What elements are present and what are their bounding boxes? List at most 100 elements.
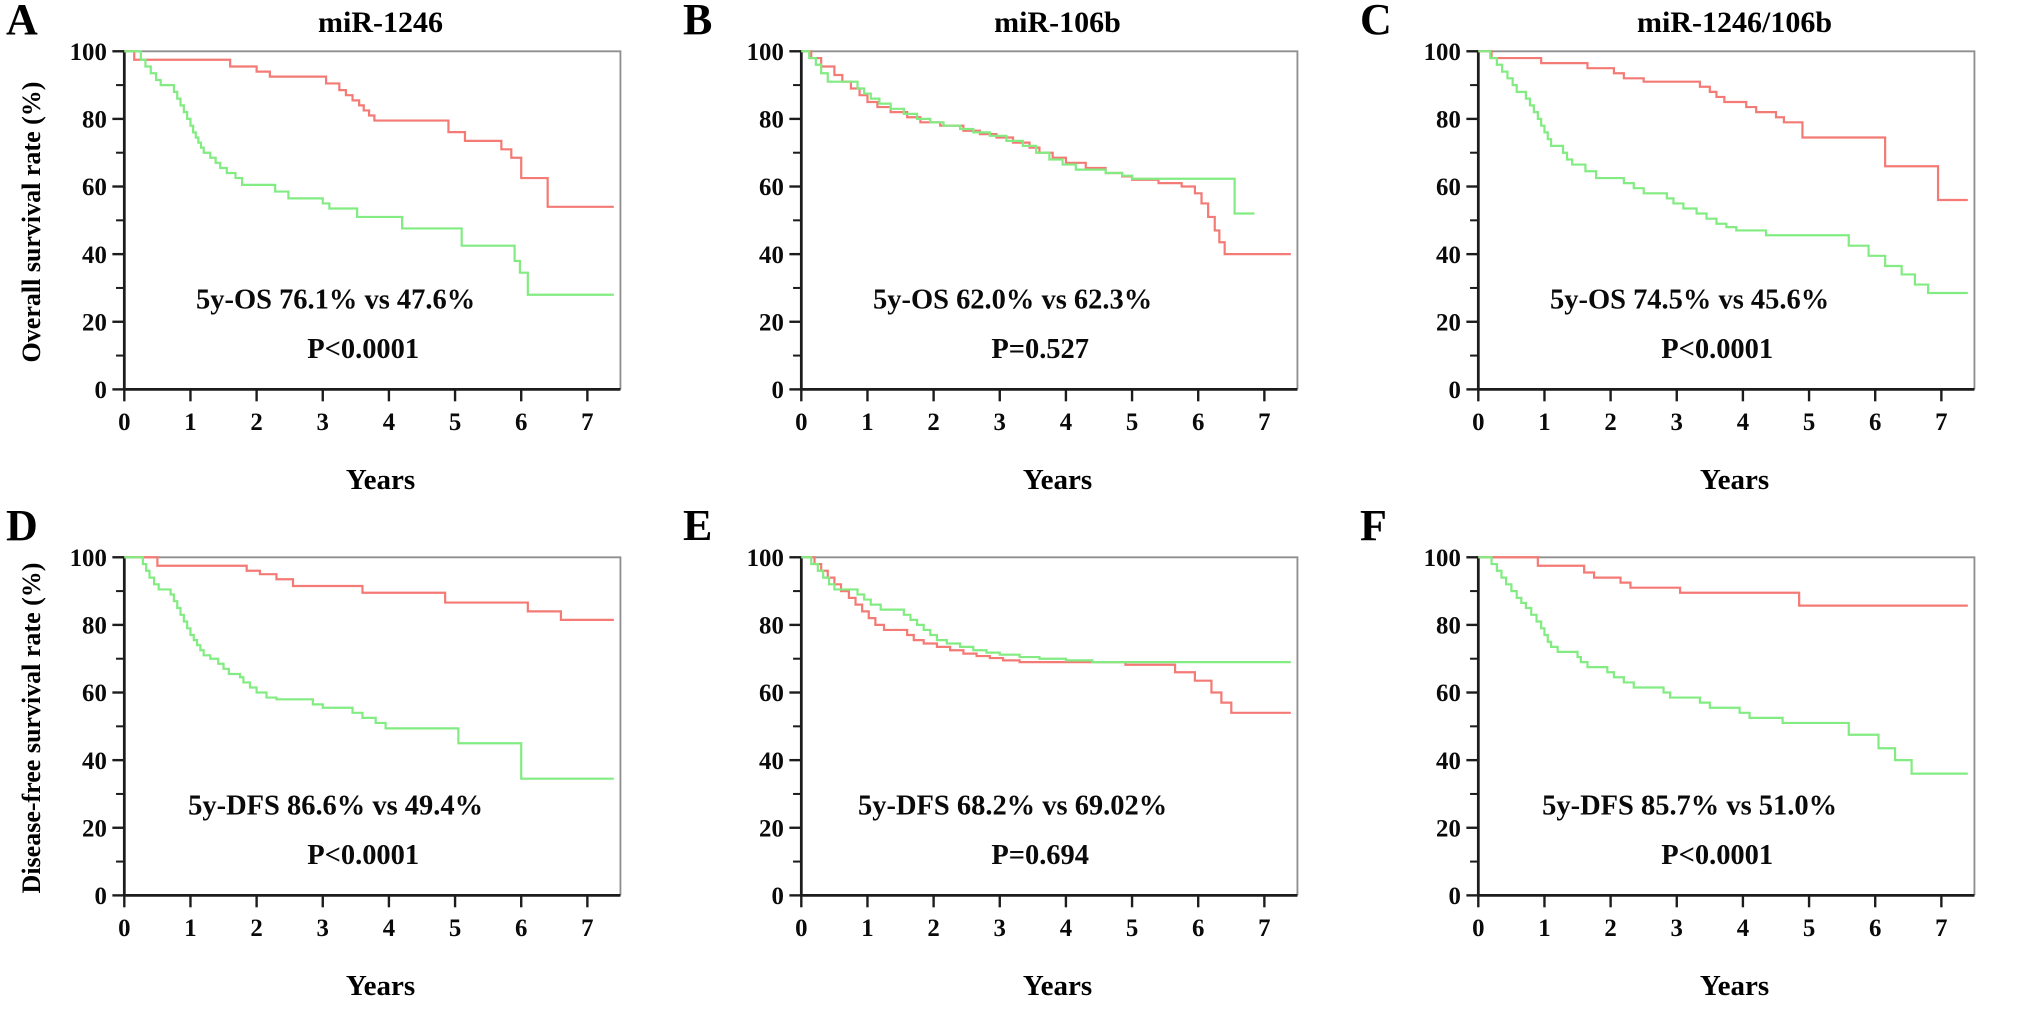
x-tick-label: 6 (1869, 409, 1881, 436)
annotation-line1: 5y-DFS 85.7% vs 51.0% (1542, 790, 1837, 821)
x-tick-label: 4 (1737, 409, 1749, 436)
panel-e: E 0 20 40 60 80 100 0 1 2 3 4 5 6 7 5y-DFS 68.2% vs 6… (677, 503, 1354, 1011)
x-tick-label: 6 (515, 914, 527, 941)
annotation-line2: P=0.527 (991, 334, 1089, 365)
y-tick-label: 0 (1448, 883, 1460, 910)
x-tick-label: 6 (1192, 914, 1204, 941)
y-tick-label: 100 (1424, 42, 1461, 66)
plot-frame (1478, 555, 1976, 895)
plot-frame (124, 50, 622, 390)
y-tick-label: 60 (759, 680, 784, 707)
annotation-line2: P=0.694 (991, 840, 1089, 871)
x-tick-label: 4 (1060, 914, 1072, 941)
x-tick-label: 2 (250, 409, 262, 436)
survival-plot-b: 0 20 40 60 80 100 0 1 2 3 4 5 6 7 5y-OS 62.0% vs 62.3… (747, 42, 1299, 436)
y-tick-label: 60 (82, 174, 107, 201)
panel-letter-a: A (6, 0, 38, 44)
x-tick-label: 0 (118, 914, 130, 941)
x-tick-label: 7 (1258, 914, 1270, 941)
x-tick-label: 5 (1803, 914, 1815, 941)
panel-title-d (84, 510, 677, 548)
y-axis-label-a: Overall survival rate (%) (17, 81, 46, 363)
x-axis-label-e: Years (1022, 969, 1093, 1002)
panel-c: C miR-1246/106b 0 20 40 60 80 100 0 1 2 3 4 5 6 7 5y-… (1354, 0, 2031, 506)
x-tick-label: 5 (449, 409, 461, 436)
km-curve-red (801, 555, 1291, 714)
panel-f: F 0 20 40 60 80 100 0 1 2 3 4 5 6 7 5y-DFS 85.7% vs 5… (1354, 503, 2031, 1011)
chart-layer: 0 20 40 60 80 100 0 1 2 3 4 5 6 7 (747, 548, 1299, 941)
km-curve-green (124, 555, 614, 780)
annotation-line2: P<0.0001 (1661, 334, 1773, 365)
panel-b: B miR-106b 0 20 40 60 80 100 0 1 2 3 4 5 6 7 5y-OS 62… (677, 0, 1354, 506)
x-tick-label: 7 (581, 409, 593, 436)
panel-letter-d: D (6, 500, 38, 550)
x-tick-label: 0 (795, 409, 807, 436)
x-tick-label: 7 (1258, 409, 1270, 436)
y-tick-label: 100 (747, 548, 784, 572)
x-tick-label: 1 (1538, 409, 1550, 436)
x-tick-label: 1 (861, 914, 873, 941)
x-tick-label: 0 (1472, 914, 1484, 941)
y-tick-label: 0 (1448, 377, 1460, 404)
panel-title-b: miR-106b (994, 6, 1121, 39)
survival-plot-f: 0 20 40 60 80 100 0 1 2 3 4 5 6 7 5y-DFS 85.7% vs 51.… (1424, 548, 1976, 941)
annotation-line1: 5y-OS 74.5% vs 45.6% (1550, 285, 1829, 316)
km-curve-green (1478, 50, 1968, 295)
survival-plot-e: 0 20 40 60 80 100 0 1 2 3 4 5 6 7 5y-DFS 68.2% vs 69.… (747, 548, 1299, 941)
y-tick-label: 0 (94, 883, 106, 910)
annotation-line1: 5y-DFS 68.2% vs 69.02% (858, 790, 1167, 821)
plot-frame (801, 555, 1299, 895)
y-tick-label: 40 (759, 242, 784, 269)
chart-layer: 0 20 40 60 80 100 0 1 2 3 4 5 6 7 (747, 42, 1299, 436)
x-tick-label: 1 (861, 409, 873, 436)
x-tick-label: 3 (1671, 409, 1683, 436)
survival-plot-d: 0 20 40 60 80 100 0 1 2 3 4 5 6 7 5y-DFS 86.6% vs 49.… (70, 548, 622, 941)
x-tick-label: 3 (1671, 914, 1683, 941)
annotation-line1: 5y-OS 62.0% vs 62.3% (873, 285, 1152, 316)
y-tick-label: 40 (1436, 747, 1461, 774)
x-tick-label: 0 (795, 914, 807, 941)
x-tick-label: 3 (994, 914, 1006, 941)
x-tick-label: 7 (1935, 409, 1947, 436)
x-tick-label: 3 (317, 409, 329, 436)
y-tick-label: 80 (1436, 612, 1461, 639)
x-tick-label: 4 (1060, 409, 1072, 436)
survival-plot-c: 0 20 40 60 80 100 0 1 2 3 4 5 6 7 5y-OS 74.5% vs 45.6… (1424, 42, 1976, 436)
x-axis-label-d: Years (345, 969, 416, 1002)
y-tick-label: 40 (82, 747, 107, 774)
y-tick-label: 80 (759, 107, 784, 134)
y-tick-label: 60 (759, 174, 784, 201)
x-tick-label: 7 (581, 914, 593, 941)
x-tick-label: 1 (184, 914, 196, 941)
x-tick-label: 3 (317, 914, 329, 941)
annotation-line1: 5y-OS 76.1% vs 47.6% (196, 285, 475, 316)
chart-layer: 0 20 40 60 80 100 0 1 2 3 4 5 6 7 (1424, 42, 1976, 436)
y-tick-label: 80 (1436, 107, 1461, 134)
km-curve-red (1478, 50, 1968, 202)
panel-d: D Disease-free survival rate (%) 0 20 40 60… (0, 500, 677, 1011)
km-curve-green (1478, 555, 1968, 775)
x-tick-label: 2 (927, 409, 939, 436)
y-tick-label: 0 (771, 883, 783, 910)
plot-frame (124, 555, 622, 895)
panel-title-c: miR-1246/106b (1637, 6, 1832, 39)
y-tick-label: 60 (1436, 174, 1461, 201)
annotation-line2: P<0.0001 (307, 334, 419, 365)
panel-a: A miR-1246 Overall survival rate (%) 0 20… (0, 0, 677, 506)
x-tick-label: 5 (1126, 409, 1138, 436)
panel-title-a: miR-1246 (318, 6, 443, 39)
km-curve-green (801, 555, 1291, 663)
y-tick-label: 20 (1436, 309, 1461, 336)
km-curve-red (124, 555, 614, 621)
y-tick-label: 20 (82, 815, 107, 842)
y-tick-label: 100 (70, 548, 107, 572)
y-tick-label: 60 (1436, 680, 1461, 707)
x-tick-label: 1 (184, 409, 196, 436)
chart-layer: 0 20 40 60 80 100 0 1 2 3 4 5 6 7 (70, 42, 622, 436)
panel-letter-b: B (683, 0, 713, 44)
km-curve-green (801, 50, 1255, 215)
y-tick-label: 20 (82, 309, 107, 336)
x-tick-label: 1 (1538, 914, 1550, 941)
x-tick-label: 0 (118, 409, 130, 436)
x-tick-label: 4 (383, 914, 395, 941)
